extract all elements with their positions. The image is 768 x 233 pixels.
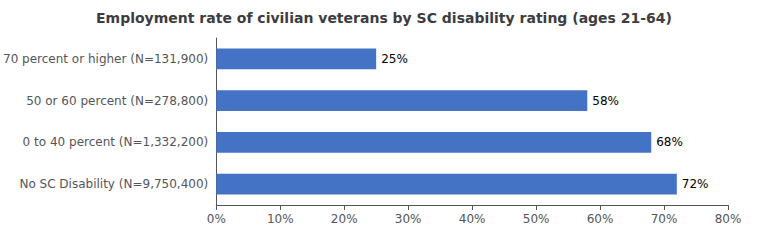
svg-text:20%: 20% <box>331 212 358 226</box>
svg-text:50%: 50% <box>523 212 550 226</box>
svg-text:Employment rate of civilian ve: Employment rate of civilian veterans by … <box>96 10 672 26</box>
svg-text:50 or 60 percent (N=278,800): 50 or 60 percent (N=278,800) <box>26 94 208 108</box>
svg-text:72%: 72% <box>682 177 709 191</box>
svg-text:25%: 25% <box>381 52 408 66</box>
svg-text:80%: 80% <box>715 212 742 226</box>
svg-text:No SC Disability (N=9,750,400): No SC Disability (N=9,750,400) <box>19 177 208 191</box>
svg-text:40%: 40% <box>459 212 486 226</box>
svg-text:0%: 0% <box>207 212 226 226</box>
svg-text:30%: 30% <box>395 212 422 226</box>
svg-text:70 percent or higher (N=131,90: 70 percent or higher (N=131,900) <box>3 52 208 66</box>
svg-text:68%: 68% <box>656 135 683 149</box>
svg-text:58%: 58% <box>592 94 619 108</box>
svg-text:10%: 10% <box>267 212 294 226</box>
svg-text:0 to 40 percent (N=1,332,200): 0 to 40 percent (N=1,332,200) <box>23 135 209 149</box>
svg-text:60%: 60% <box>587 212 614 226</box>
svg-text:70%: 70% <box>651 212 678 226</box>
